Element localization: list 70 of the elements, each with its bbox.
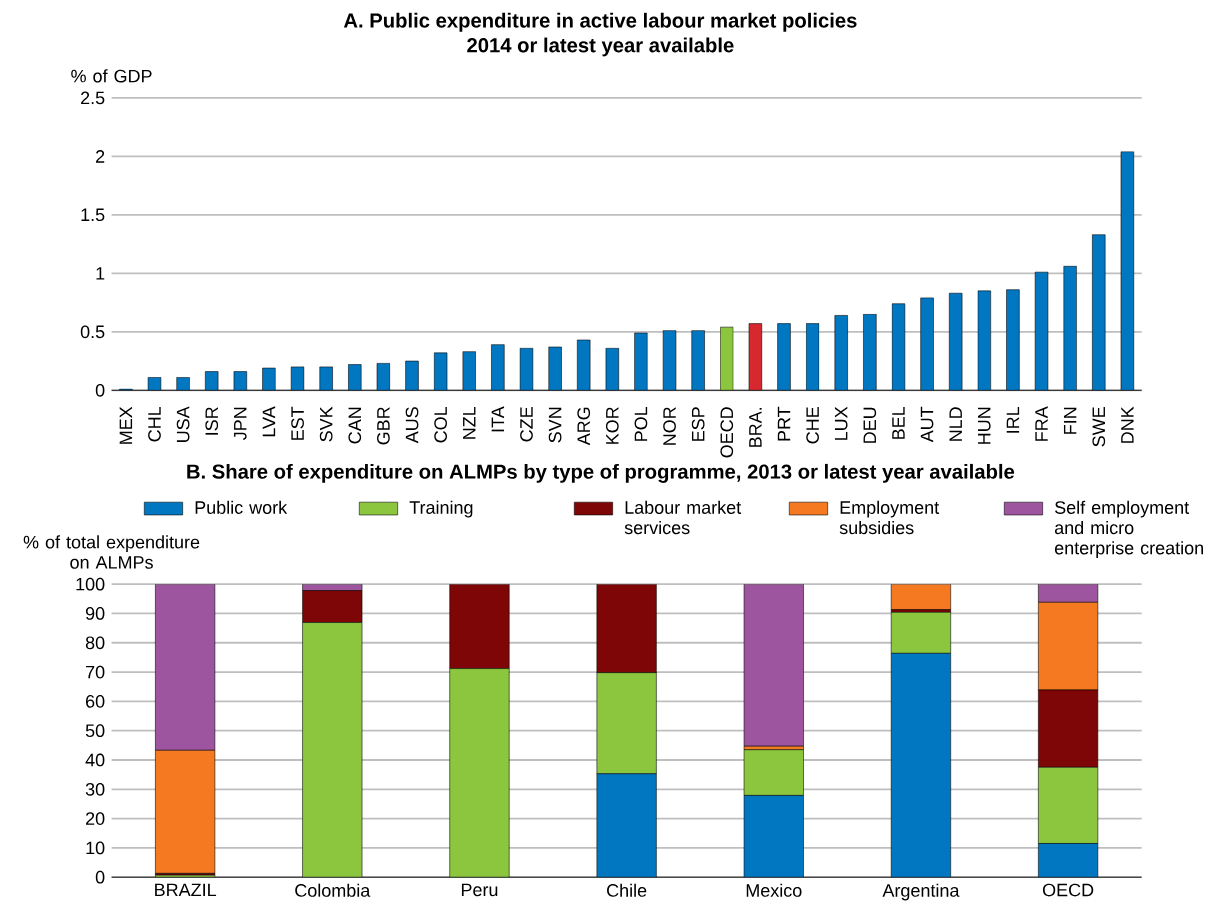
x-tick-label: AUS — [405, 406, 419, 444]
x-tick-label: CHE — [806, 406, 819, 444]
x-tick-label: LVA — [262, 406, 276, 436]
legend-label: Self employment and micro enterprise creation — [1054, 500, 1203, 558]
x-tick-label: CHL — [148, 406, 161, 442]
x-tick-label: CAN — [348, 407, 362, 444]
x-tick-label: Peru — [461, 883, 498, 896]
x-tick-label: FIN — [1063, 407, 1077, 434]
x-tick-label: LUX — [834, 406, 848, 440]
x-tick-label: EST — [291, 406, 304, 440]
y-tick-label: 80 — [85, 636, 105, 649]
x-tick-label: AUT — [920, 406, 934, 443]
y-tick-label: 30 — [85, 782, 105, 796]
y-tick-label: 70 — [86, 665, 105, 679]
y-tick-label: 1.5 — [81, 208, 105, 221]
chart-title: A. Public expenditure in active labour market policies — [343, 12, 857, 32]
x-tick-label: DNK — [1121, 406, 1134, 443]
y-tick-label: 10 — [86, 841, 105, 855]
x-tick-label: ISR — [205, 406, 219, 435]
x-tick-label: BRA. — [749, 407, 762, 447]
legend-label: Public work — [195, 500, 288, 514]
x-tick-label: CZE — [520, 406, 533, 442]
y-tick-label: 90 — [85, 606, 105, 620]
x-tick-label: ARG — [577, 407, 591, 446]
x-tick-label: SVK — [319, 406, 333, 442]
x-tick-label: MEX — [119, 406, 133, 444]
legend-label: Labour market services — [624, 500, 742, 534]
x-tick-label: NOR — [663, 406, 676, 445]
x-tick-label: KOR — [605, 406, 619, 444]
x-tick-label: NZL — [463, 406, 476, 439]
y-tick-label: 0 — [95, 383, 105, 397]
y-axis-title: % of GDP — [71, 69, 152, 83]
x-tick-label: SVN — [548, 407, 562, 443]
y-tick-label: 100 — [76, 577, 105, 591]
x-tick-label: OECD — [1042, 883, 1094, 897]
x-tick-label: BRAZIL — [155, 883, 217, 896]
y-axis-title: % of total expenditure on ALMPs — [23, 535, 200, 569]
x-tick-label: PRT — [777, 406, 791, 441]
chart-title: B. Share of expenditure on ALMPs by type of programme, 2013 or latest year available — [187, 463, 1015, 483]
x-tick-label: COL — [434, 406, 447, 443]
y-tick-label: 2.5 — [81, 91, 105, 105]
y-tick-label: 0 — [95, 870, 105, 884]
x-tick-label: Colombia — [295, 883, 371, 897]
x-tick-label: GBR — [377, 406, 390, 445]
x-tick-label: ESP — [691, 407, 705, 441]
y-tick-label: 60 — [86, 694, 105, 708]
x-tick-label: JPN — [234, 407, 247, 440]
y-tick-label: 0.5 — [80, 325, 105, 338]
x-tick-label: DEU — [863, 407, 877, 443]
x-tick-label: USA — [176, 406, 190, 442]
x-tick-label: HUN — [978, 407, 991, 444]
legend-label: Training — [409, 500, 473, 518]
x-tick-label: FRA — [1035, 406, 1048, 441]
y-tick-label: 40 — [85, 753, 105, 767]
x-tick-label: IRL — [1006, 406, 1020, 433]
x-tick-label: OECD — [720, 406, 734, 458]
x-tick-label: ITA — [491, 406, 505, 432]
x-tick-label: POL — [634, 406, 648, 441]
y-tick-label: 50 — [85, 724, 105, 737]
y-tick-label: 1 — [96, 266, 105, 280]
x-tick-label: Chile — [607, 883, 647, 897]
legend-label: Employment subsidies — [839, 500, 940, 534]
y-tick-label: 2 — [96, 149, 105, 163]
y-tick-label: 20 — [86, 812, 105, 825]
x-tick-label: BEL — [892, 406, 905, 439]
x-tick-label: Mexico — [746, 883, 802, 897]
chart-subtitle: 2014 or latest year available — [467, 37, 734, 57]
x-tick-label: NLD — [949, 406, 962, 441]
x-tick-label: Argentina — [882, 883, 960, 901]
x-tick-label: SWE — [1092, 406, 1106, 447]
